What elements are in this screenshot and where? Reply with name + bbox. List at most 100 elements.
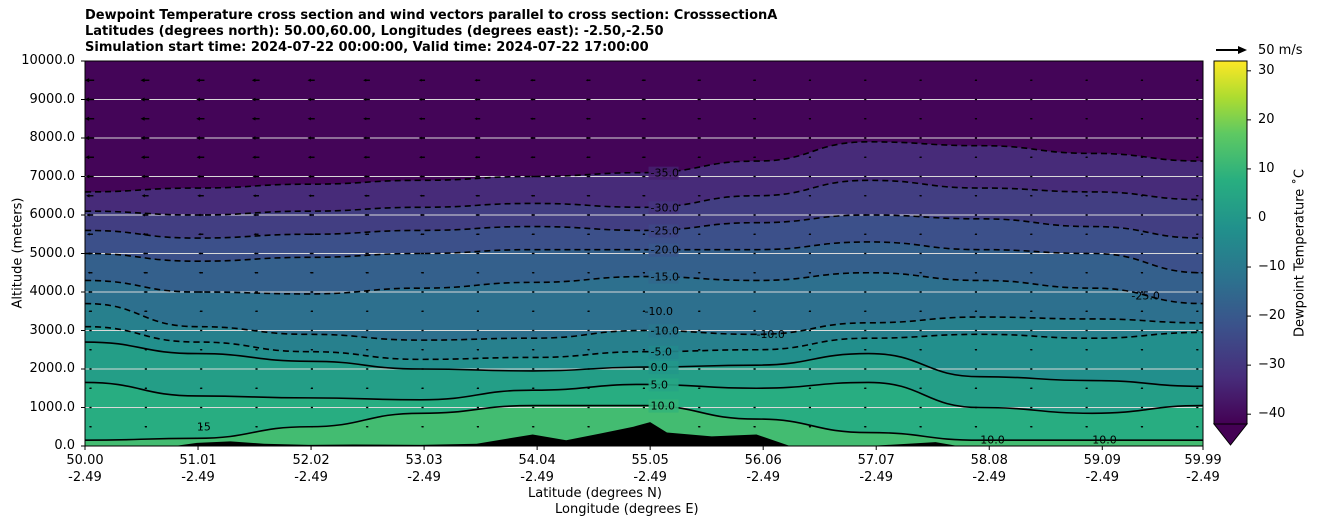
wind-vector-head [419,175,422,178]
wind-vector-head [88,291,90,293]
wind-vector [1085,272,1088,274]
wind-vector-head [1029,252,1031,255]
wind-vector-head [697,368,699,370]
wind-vector [308,194,315,198]
x-tick-label: 57.07 -2.49 [857,453,895,485]
wind-vector-head [808,233,810,235]
wind-vector [919,349,922,351]
wind-vector-head [1195,252,1198,255]
wind-vector-head [863,387,865,389]
wind-vector [140,78,150,83]
wind-vector-head [586,233,589,235]
wind-vector [697,406,701,409]
wind-vector [1195,118,1199,120]
wind-vector-head [919,118,921,120]
wind-vector [196,97,205,102]
contour-0.0 [85,341,1203,388]
wind-vector-head [198,252,201,255]
wind-vector-head [364,252,367,255]
wind-vector-head [531,368,533,370]
wind-vector [309,233,314,236]
wind-vector [863,214,867,216]
wind-vector [197,233,204,236]
wind-vector-head [255,368,257,370]
wind-vector [475,194,480,197]
wind-vector-head [310,368,312,370]
wind-vector [199,310,203,312]
wind-vector-head [365,291,367,293]
wind-vector-head [85,155,90,160]
wind-vector [642,406,645,409]
wind-vector [364,213,370,217]
wind-vector [88,349,92,351]
y-tick-label: 10000.0 [21,53,75,68]
wind-vector-head [88,310,91,313]
wind-vector [531,426,535,428]
wind-vector [363,175,370,178]
wind-vector-head [1195,406,1198,409]
wind-vector [421,349,424,351]
wind-vector-head [641,194,644,197]
wind-vector [753,368,756,370]
contour-label--15.0: -15.0 [651,271,679,284]
wind-vector [642,252,645,255]
wind-vector-head [1140,118,1142,120]
wind-vector-head [752,79,755,81]
wind-vector [697,175,701,178]
wind-vector [531,233,535,236]
wind-vector [586,194,591,197]
contour-label--25.0: -25.0 [651,224,679,237]
wind-vector [143,310,148,313]
wind-vector [474,117,481,121]
wind-vector-head [587,406,589,409]
wind-vector-head [752,156,755,158]
wind-vector-head [420,291,423,293]
wind-vector-head [530,136,533,140]
plot-area: 10.0 5.0 0.0 -5.0 -10.0 -15.0 -20.0 -25.0 -30.0 -… [85,61,1203,446]
wind-vector-head [697,349,699,351]
wind-vector [753,233,756,235]
wind-vector [418,98,426,101]
wind-vector-head [587,310,589,312]
wind-vector-head [418,98,422,101]
wind-vector [863,98,867,101]
wind-vector-head [974,195,976,197]
wind-vector-head [530,98,533,101]
wind-vector-head [310,406,312,409]
wind-vector [752,79,756,81]
wind-vector-head [307,117,311,121]
wind-vector [365,329,369,332]
wind-vector-head [1085,252,1087,255]
contour-label-5.0: 5.0 [651,378,669,391]
wind-vector [1195,214,1199,216]
wind-vector [863,79,867,81]
wind-vector-head [1029,79,1031,81]
wind-vector-head [1029,291,1031,293]
wind-vector [642,368,645,370]
wind-vector [86,232,93,236]
wind-vector-head [642,368,644,370]
wind-vector [141,194,149,198]
wind-vector [1029,214,1033,216]
wind-vector [808,214,812,216]
wind-vector [641,137,646,139]
y-tick-label: 8000.0 [29,130,76,145]
wind-vector [974,272,978,274]
wind-vector-head [196,78,201,83]
wind-vector-head [585,156,588,159]
contour-label-extra: -25.0 [1131,290,1159,303]
wind-vector [85,78,95,83]
wind-vector [199,406,203,409]
wind-vector [919,368,922,370]
wind-vector-head [919,137,921,139]
wind-vector [254,271,259,274]
contour-label-extra: -10.0 [756,328,784,341]
wind-vector [307,155,315,159]
wind-vector-head [863,368,865,370]
wind-vector [254,310,258,312]
wind-vector-head [1140,329,1142,332]
wind-vector-head [1029,368,1031,370]
wind-vector-head [196,97,201,102]
wind-vector-head [421,349,423,351]
wind-vector-head [587,387,589,389]
